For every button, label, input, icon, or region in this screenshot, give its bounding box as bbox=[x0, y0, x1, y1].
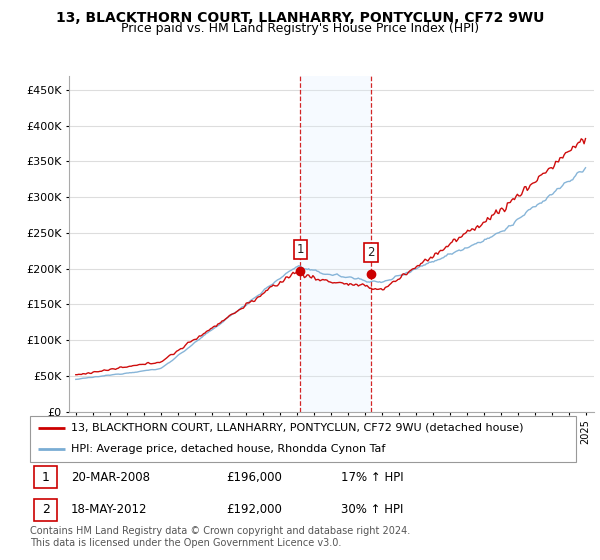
Text: 20-MAR-2008: 20-MAR-2008 bbox=[71, 470, 150, 483]
Text: 2: 2 bbox=[42, 503, 50, 516]
Bar bbox=[301, 76, 371, 412]
Text: 18-MAY-2012: 18-MAY-2012 bbox=[71, 503, 148, 516]
FancyBboxPatch shape bbox=[34, 466, 58, 488]
Text: 2: 2 bbox=[367, 246, 375, 259]
Text: £192,000: £192,000 bbox=[227, 503, 283, 516]
Text: 13, BLACKTHORN COURT, LLANHARRY, PONTYCLUN, CF72 9WU (detached house): 13, BLACKTHORN COURT, LLANHARRY, PONTYCL… bbox=[71, 423, 523, 432]
FancyBboxPatch shape bbox=[34, 499, 58, 521]
Text: HPI: Average price, detached house, Rhondda Cynon Taf: HPI: Average price, detached house, Rhon… bbox=[71, 444, 385, 454]
FancyBboxPatch shape bbox=[30, 416, 576, 462]
Text: 30% ↑ HPI: 30% ↑ HPI bbox=[341, 503, 404, 516]
Text: 1: 1 bbox=[296, 242, 304, 256]
Text: 1: 1 bbox=[42, 470, 50, 483]
Text: Contains HM Land Registry data © Crown copyright and database right 2024.
This d: Contains HM Land Registry data © Crown c… bbox=[30, 526, 410, 548]
Text: Price paid vs. HM Land Registry's House Price Index (HPI): Price paid vs. HM Land Registry's House … bbox=[121, 22, 479, 35]
Text: 17% ↑ HPI: 17% ↑ HPI bbox=[341, 470, 404, 483]
Text: £196,000: £196,000 bbox=[227, 470, 283, 483]
Text: 13, BLACKTHORN COURT, LLANHARRY, PONTYCLUN, CF72 9WU: 13, BLACKTHORN COURT, LLANHARRY, PONTYCL… bbox=[56, 11, 544, 25]
